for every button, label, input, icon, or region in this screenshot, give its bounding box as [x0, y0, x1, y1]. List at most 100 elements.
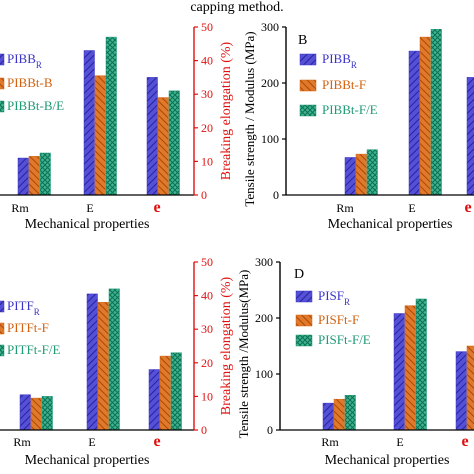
y-tick-label: 0: [273, 188, 279, 202]
legend-label: PITFt-F/E: [7, 342, 61, 357]
legend-label: PISFR: [318, 288, 350, 307]
bar: [466, 345, 474, 431]
x-axis-title: Mechanical properties: [325, 453, 450, 468]
x-tick-label: Rm: [11, 201, 29, 215]
bar: [344, 395, 356, 431]
bar: [408, 50, 420, 196]
y-axis-title: Breaking elongation (%): [219, 276, 234, 415]
y-tick-label: 0: [267, 423, 273, 437]
legend-swatch: [299, 53, 317, 66]
x-tick-label: E: [88, 435, 95, 449]
legend-label: PITFt-F: [7, 320, 49, 335]
bar: [41, 396, 53, 431]
bar: [322, 402, 334, 431]
y-tick-label: 0: [201, 188, 207, 202]
chart-panel-b: 0 100 200 300 Tensile strength / Modulus (MP…: [242, 20, 474, 232]
y-tick-label: 200: [261, 76, 279, 90]
bar: [170, 352, 182, 431]
x-axis-title: Mechanical properties: [25, 217, 150, 232]
x-tick-label: Rm: [13, 435, 31, 449]
legend-label: PIBBR: [7, 51, 42, 70]
y-tick-label: 300: [255, 255, 273, 269]
legend-swatch: [295, 290, 313, 303]
y-tick-label: 20: [201, 356, 213, 370]
y-axis-title: Tensile strength /Modulus(MPa): [236, 270, 251, 439]
legend-label: PIBBt-F/E: [322, 102, 378, 117]
y-tick-label: 40: [201, 289, 213, 303]
x-tick-label: E: [396, 435, 403, 449]
bar: [355, 153, 367, 196]
bar: [28, 156, 40, 196]
legend-swatch: [0, 322, 5, 335]
legend-swatch: [0, 300, 5, 313]
bar: [30, 397, 42, 431]
bar: [419, 36, 431, 196]
legend-swatch: [295, 314, 313, 327]
legend-swatch: [0, 77, 5, 90]
bar: [94, 75, 106, 196]
bar: [19, 394, 31, 431]
x-tick-label: e: [153, 199, 160, 216]
legend-label: PIBBt-B/E: [7, 98, 64, 113]
bar: [430, 28, 442, 196]
legend-swatch: [295, 334, 313, 347]
y-tick-label: 100: [255, 367, 273, 381]
bar: [466, 77, 474, 196]
legend-subscript: R: [351, 60, 357, 70]
legend-swatch: [299, 104, 317, 117]
x-tick-label: Rm: [321, 435, 339, 449]
y-tick-label: 50: [201, 20, 213, 34]
y-tick-label: 10: [201, 154, 213, 168]
bar: [333, 398, 345, 431]
bar: [404, 305, 416, 431]
legend-subscript: R: [34, 307, 40, 317]
bar: [17, 157, 29, 196]
bar: [97, 302, 109, 431]
y-tick-label: 20: [201, 121, 213, 135]
legend-swatch: [0, 100, 5, 113]
y-tick-label: 100: [261, 132, 279, 146]
bar: [415, 298, 427, 431]
panel-label: B: [298, 33, 307, 48]
header-caption-fragment: capping method.: [190, 0, 284, 15]
bar: [148, 369, 160, 431]
x-axis-title: Mechanical properties: [328, 217, 453, 232]
y-tick-label: 0: [201, 423, 207, 437]
y-axis-title: Tensile strength / Modulus (MPa): [242, 31, 257, 206]
legend-subscript: R: [344, 297, 350, 307]
y-tick-label: 40: [201, 54, 213, 68]
legend-subscript: R: [36, 60, 42, 70]
bar: [393, 313, 405, 431]
x-tick-label: E: [408, 201, 415, 215]
bar: [455, 351, 467, 431]
legend-label: PISFt-F/E: [318, 332, 371, 347]
chart-panel-d: 0 100 200 300 Tensile strength /Modulus(MPa)…: [236, 255, 474, 468]
x-tick-label: e: [153, 433, 160, 450]
x-tick-label: Rm: [336, 201, 354, 215]
panel-label: D: [294, 267, 304, 282]
legend-label: PIBBt-F: [322, 77, 366, 92]
legend-swatch: [299, 79, 317, 92]
legend-label: PITFR: [7, 298, 40, 317]
bar: [146, 77, 158, 196]
bar: [159, 355, 171, 431]
x-tick-label: E: [86, 201, 93, 215]
bar: [157, 97, 169, 196]
bar: [344, 157, 356, 196]
y-tick-label: 300: [261, 20, 279, 34]
legend-label: PIBBt-B: [7, 75, 53, 90]
legend-label: PIBBR: [322, 51, 357, 70]
bar: [105, 36, 117, 196]
legend-swatch: [0, 344, 5, 357]
legend-label: PISFt-F: [318, 312, 359, 327]
bar: [168, 90, 180, 196]
y-tick-label: 200: [255, 311, 273, 325]
y-axis-title: Breaking elongation (%): [219, 41, 234, 180]
x-axis-title: Mechanical properties: [25, 453, 150, 468]
bar: [83, 50, 95, 196]
y-tick-label: 30: [201, 322, 213, 336]
bar: [86, 293, 98, 431]
